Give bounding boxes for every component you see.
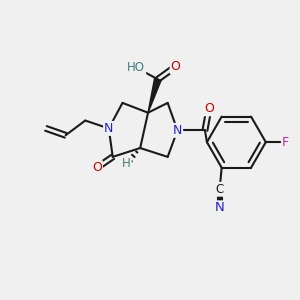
Text: HO: HO [127, 61, 145, 74]
Text: N: N [104, 122, 113, 135]
Text: O: O [92, 161, 102, 174]
Text: O: O [204, 102, 214, 115]
Text: C: C [216, 183, 224, 196]
Text: F: F [282, 136, 289, 148]
Text: O: O [171, 60, 181, 73]
Text: N: N [173, 124, 182, 137]
Text: N: N [215, 201, 225, 214]
Text: H: H [122, 157, 131, 170]
Polygon shape [148, 78, 161, 113]
